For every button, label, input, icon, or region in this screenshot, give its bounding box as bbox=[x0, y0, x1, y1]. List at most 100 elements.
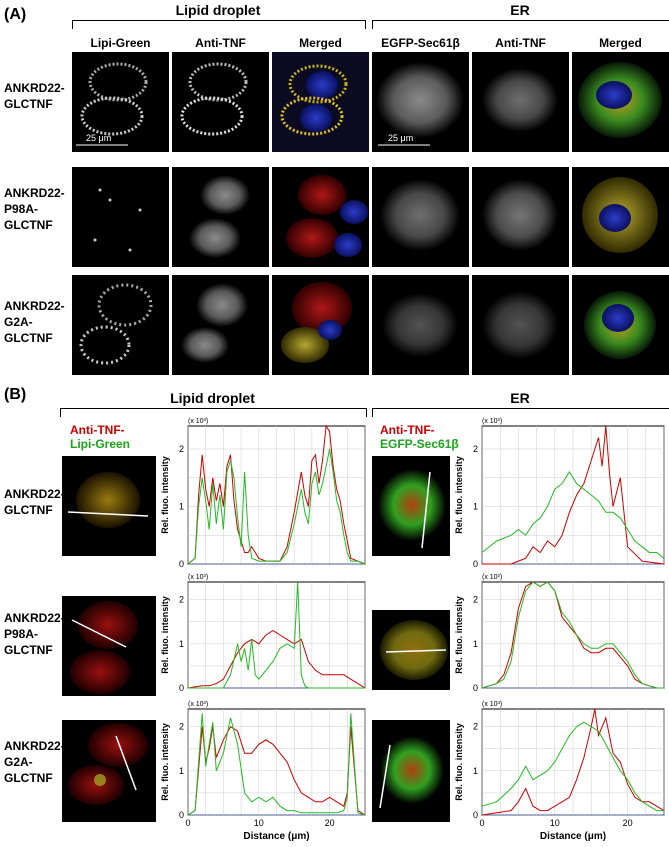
bracket-er-b bbox=[372, 408, 669, 417]
legend-er-green: EGFP-Sec61β bbox=[380, 437, 459, 451]
row-label-b2-line2: P98A- bbox=[4, 627, 39, 641]
col-title-merged-ld: Merged bbox=[299, 36, 342, 50]
legend-er-red: Anti-TNF- bbox=[380, 423, 435, 437]
row-label-a3-line1: ANKRD22- bbox=[4, 299, 65, 313]
y-multiplier: (x 10³) bbox=[188, 418, 208, 425]
col-title-anti-tnf-ld: Anti-TNF bbox=[195, 36, 246, 50]
legend-ld-red: Anti-TNF- bbox=[70, 423, 125, 437]
panel-a-label: (A) bbox=[4, 6, 27, 23]
y-multiplier: (x 10³) bbox=[482, 418, 502, 425]
y-tick-label: 1 bbox=[179, 766, 184, 776]
y-axis-label: Rel. fluo. intensity bbox=[454, 456, 464, 534]
row-label-b3: ANKRD22- G2A- GLCTNF bbox=[4, 738, 65, 786]
row-label-b1: ANKRD22- GLCTNF bbox=[4, 486, 65, 518]
y-multiplier: (x 10³) bbox=[188, 574, 208, 581]
y-multiplier: (x 10³) bbox=[482, 574, 502, 581]
y-tick-label: 0 bbox=[473, 559, 478, 569]
series-line-green bbox=[481, 721, 664, 812]
row-label-b2: ANKRD22- P98A- GLCTNF bbox=[4, 610, 65, 658]
row-a3-images bbox=[72, 275, 669, 375]
col-title-lipi-green: Lipi-Green bbox=[90, 36, 151, 50]
row-label-b3-line1: ANKRD22- bbox=[4, 739, 65, 753]
bracket-lipid-droplet-b bbox=[60, 408, 367, 417]
row-label-a1-line1: ANKRD22- bbox=[4, 81, 65, 95]
row-label-a3-line3: GLCTNF bbox=[4, 331, 53, 345]
row-a1-images: 25 μm 25 μm bbox=[72, 52, 669, 152]
y-axis-label: Rel. fluo. intensity bbox=[454, 723, 464, 801]
chart-ld-glctnf: 0 1 2 (x 10³) Rel. fluo. intensity bbox=[158, 412, 369, 572]
chart-ld-g2a: 0 1 2 (x 10³) Rel. fluo. intensity 0 10 20 Dista… bbox=[158, 695, 369, 845]
panel-a-micrographs: 25 μm 25 μm bbox=[72, 52, 669, 375]
group-title-er-b: ER bbox=[510, 390, 530, 406]
y-tick-label: 0 bbox=[179, 559, 184, 569]
y-tick-label: 1 bbox=[179, 502, 184, 512]
y-tick-label: 0 bbox=[179, 683, 184, 693]
x-tick-label: 20 bbox=[623, 818, 633, 828]
row-label-a2-line2: P98A- bbox=[4, 202, 39, 216]
row-label-a1-line2: GLCTNF bbox=[4, 97, 53, 111]
scale-bar-label-er: 25 μm bbox=[388, 133, 413, 143]
series-line-red bbox=[187, 630, 366, 689]
row-label-a2-line1: ANKRD22- bbox=[4, 186, 65, 200]
chart-er-g2a: 0 1 2 (x 10³) Rel. fluo. intensity 0 10 20 Dista… bbox=[452, 695, 668, 845]
col-title-merged-er: Merged bbox=[599, 36, 642, 50]
group-title-er-a: ER bbox=[510, 2, 530, 18]
row-label-a2-line3: GLCTNF bbox=[4, 218, 53, 232]
y-multiplier: (x 10³) bbox=[188, 701, 208, 708]
series-line-green bbox=[187, 713, 366, 816]
legend-ld-green: Lipi-Green bbox=[70, 437, 131, 451]
series-line-green bbox=[188, 581, 365, 689]
x-tick-label: 20 bbox=[325, 818, 335, 828]
row-label-a1: ANKRD22- GLCTNF bbox=[4, 80, 65, 112]
bracket-er-a bbox=[372, 20, 669, 29]
col-title-anti-tnf-er: Anti-TNF bbox=[495, 36, 546, 50]
y-tick-label: 2 bbox=[473, 444, 478, 454]
row-label-a3: ANKRD22- G2A- GLCTNF bbox=[4, 298, 65, 346]
y-tick-label: 2 bbox=[473, 722, 478, 732]
bracket-lipid-droplet-a bbox=[72, 20, 366, 29]
series-line-green bbox=[481, 471, 665, 559]
series-line-red bbox=[187, 725, 366, 816]
x-tick-label: 0 bbox=[479, 818, 484, 828]
row-label-b3-line3: GLCTNF bbox=[4, 771, 53, 785]
y-tick-label: 2 bbox=[179, 722, 184, 732]
x-axis-label: Distance (μm) bbox=[540, 831, 606, 842]
group-title-lipid-droplet-a: Lipid droplet bbox=[175, 2, 261, 18]
row-label-b1-line1: ANKRD22- bbox=[4, 487, 65, 501]
x-tick-label: 10 bbox=[550, 818, 560, 828]
y-tick-label: 0 bbox=[179, 810, 184, 820]
x-axis-label: Distance (μm) bbox=[243, 831, 309, 842]
legend-ld: Anti-TNF- Lipi-Green bbox=[70, 423, 130, 451]
y-tick-label: 2 bbox=[179, 595, 184, 605]
series-line-red bbox=[481, 581, 664, 689]
y-tick-label: 1 bbox=[473, 502, 478, 512]
y-tick-label: 2 bbox=[473, 595, 478, 605]
y-multiplier: (x 10³) bbox=[482, 701, 502, 708]
panel-b-label: (B) bbox=[4, 386, 27, 403]
series-line-green bbox=[481, 581, 664, 689]
row-label-b3-line2: G2A- bbox=[4, 755, 33, 769]
row-label-b2-line3: GLCTNF bbox=[4, 643, 53, 657]
y-tick-label: 1 bbox=[473, 639, 478, 649]
group-title-lipid-droplet-b: Lipid droplet bbox=[170, 390, 255, 406]
series-line-red bbox=[481, 708, 665, 816]
chart-er-glctnf: 0 1 2 (x 10³) Rel. fluo. intensity bbox=[452, 412, 668, 572]
y-axis-label: Rel. fluo. intensity bbox=[160, 456, 170, 534]
row-label-b2-line1: ANKRD22- bbox=[4, 611, 65, 625]
y-axis-label: Rel. fluo. intensity bbox=[160, 596, 170, 674]
x-tick-label: 10 bbox=[254, 818, 264, 828]
y-axis-label: Rel. fluo. intensity bbox=[160, 723, 170, 801]
series-line-green bbox=[187, 448, 366, 565]
row-a2-images bbox=[72, 167, 669, 267]
chart-er-p98a: 0 1 2 (x 10³) Rel. fluo. intensity bbox=[452, 568, 668, 696]
y-tick-label: 2 bbox=[179, 444, 184, 454]
row-label-b1-line2: GLCTNF bbox=[4, 503, 53, 517]
y-tick-label: 0 bbox=[473, 683, 478, 693]
col-title-egfp-sec61b: EGFP-Sec61β bbox=[381, 36, 460, 50]
y-tick-label: 1 bbox=[179, 639, 184, 649]
series-line-red bbox=[482, 425, 665, 565]
y-tick-label: 0 bbox=[473, 810, 478, 820]
y-tick-label: 1 bbox=[473, 766, 478, 776]
legend-er: Anti-TNF- EGFP-Sec61β bbox=[380, 423, 459, 451]
